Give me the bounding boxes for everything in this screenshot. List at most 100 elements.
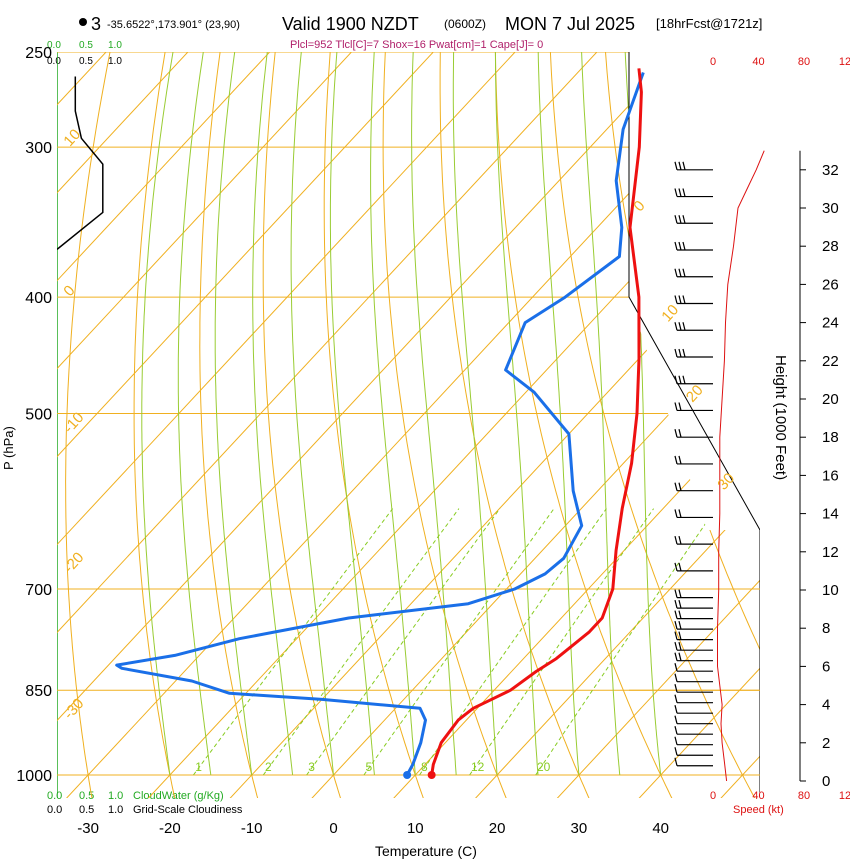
temperature-tick-label: 0 <box>329 820 337 837</box>
speed-tick-label: 12 <box>839 56 850 68</box>
wind-barb-flag <box>678 375 682 384</box>
isotherm-line <box>57 52 271 282</box>
wind-barb-flag <box>674 684 678 693</box>
moist-adiabat-line <box>177 52 212 776</box>
wind-barb-flag <box>678 621 682 630</box>
mixing-ratio-line <box>363 508 555 776</box>
temperature-tick-label: 40 <box>652 820 669 837</box>
cloudwater-tick: 0.5 <box>79 790 94 802</box>
height-tick-label: 18 <box>822 429 839 446</box>
height-tick-label: 32 <box>822 162 839 179</box>
dewpoint-line <box>115 71 645 776</box>
speed-line <box>717 150 765 782</box>
height-tick-label: 24 <box>822 315 839 332</box>
wind-barb-flag <box>674 599 678 609</box>
utc-time: (0600Z) <box>444 17 486 31</box>
wind-barb-flag <box>674 509 678 518</box>
isotherm-line <box>801 31 850 801</box>
height-tick-label: 16 <box>822 467 839 484</box>
temperature-line <box>430 68 643 776</box>
speed-tick-label: 80 <box>798 56 810 68</box>
cloudiness-tick: 0.0 <box>47 56 61 67</box>
dry-adiabat-line <box>822 31 850 801</box>
speed-tick-label: 0 <box>710 56 716 68</box>
pressure-tick-label: 1000 <box>16 768 52 785</box>
cloudwater-label: CloudWater (g/Kg) <box>133 790 224 802</box>
dry-adiabat-line <box>439 52 590 798</box>
cloudiness-tick: 1.0 <box>108 56 122 67</box>
isotherm-line <box>311 315 760 798</box>
dry-adiabat-line <box>382 52 507 798</box>
isotherm-line <box>638 667 760 798</box>
cloudwater-tick: 1.0 <box>108 40 122 51</box>
speed-tick-label: 0 <box>710 790 716 802</box>
mixing-ratio-label: 8 <box>421 760 428 774</box>
mixing-ratio-label: 1 <box>195 760 202 774</box>
cloudiness-tick: 1.0 <box>108 804 123 816</box>
height-tick-label: 28 <box>822 238 839 255</box>
cloudiness-tick: 0.0 <box>47 804 62 816</box>
isotherm-line <box>57 52 189 194</box>
wind-barb-flag <box>678 589 682 598</box>
valid-time: Valid 1900 NZDT <box>282 14 419 34</box>
temperature-tick-label: 10 <box>407 820 424 837</box>
wind-barb-flag <box>674 694 678 703</box>
mixing-ratio-line <box>262 508 460 776</box>
dry-adiabat-line <box>65 52 111 798</box>
wind-barb-flag <box>678 402 682 411</box>
mixing-ratio-label: 12 <box>471 760 485 774</box>
wind-barb-flag <box>674 610 678 619</box>
cloudwater-tick: 1.0 <box>108 790 123 802</box>
dewpoint-line-surface-dot <box>403 771 412 779</box>
pressure-tick-label: 500 <box>25 407 52 424</box>
moist-adiabat-line <box>252 52 294 776</box>
wind-barb-flag <box>678 429 682 438</box>
profiles <box>57 68 645 779</box>
wind-barb-flag <box>678 241 682 251</box>
y-axis-title: P (hPa) <box>1 426 16 470</box>
wind-barb-flag <box>674 652 678 661</box>
wind-barb-flag <box>674 621 678 630</box>
height-tick-label: 10 <box>822 582 839 599</box>
wind-barb-flag <box>678 562 682 572</box>
moist-adiabat-line <box>370 52 416 776</box>
dry-adiabat-line <box>549 52 756 798</box>
moist-adiabat-line <box>141 52 174 776</box>
wind-barb-flag <box>678 348 682 358</box>
wind-barb-flag <box>682 188 686 197</box>
temperature-tick-label: -20 <box>159 820 181 837</box>
moist-adiabat-line <box>290 52 334 776</box>
cloud-axis-top: 0.0 0.5 1.0 0.0 0.5 1.0 <box>47 40 122 67</box>
pressure-tick-label: 300 <box>25 140 52 157</box>
dry-adiabat-line <box>323 52 424 798</box>
pressure-tick-label: 250 <box>25 45 52 62</box>
wind-barb-flag <box>674 757 678 766</box>
isotherm-label: -20 <box>60 549 87 576</box>
wind-barb-flag <box>674 715 678 724</box>
height-tick-label: 6 <box>822 658 830 675</box>
station-number: 3 <box>91 14 101 34</box>
wind-barb-flag <box>674 705 678 714</box>
wind-barb-flag <box>678 642 682 651</box>
wind-barb-flag <box>682 348 686 358</box>
wind-barb-flag <box>678 652 682 661</box>
pressure-tick-label: 850 <box>25 683 52 700</box>
wind-barb-flag <box>674 589 678 598</box>
wind-barb-flag <box>678 631 682 640</box>
mixing-ratio-label: 20 <box>537 760 551 774</box>
panel-mask <box>629 52 760 530</box>
wind-barb-flag <box>674 375 678 384</box>
height-tick-label: 22 <box>822 353 839 370</box>
wind-barb-flag <box>682 295 686 304</box>
mixing-ratio-line <box>535 508 717 776</box>
x-axis-title: Temperature (C) <box>375 843 477 859</box>
cloud-axis-bottom: 0.0 0.5 1.0 CloudWater (g/Kg) 0.0 0.5 1.… <box>47 790 243 816</box>
height-tick-label: 8 <box>822 620 830 637</box>
height-tick-label: 4 <box>822 697 830 714</box>
wind-barb-flag <box>678 295 682 304</box>
wind-barb-flag <box>678 188 682 197</box>
height-tick-label: 20 <box>822 391 839 408</box>
wind-barb-flag <box>682 268 686 277</box>
mixing-ratio-label: 3 <box>308 760 315 774</box>
speed-tick-label: 40 <box>752 56 764 68</box>
